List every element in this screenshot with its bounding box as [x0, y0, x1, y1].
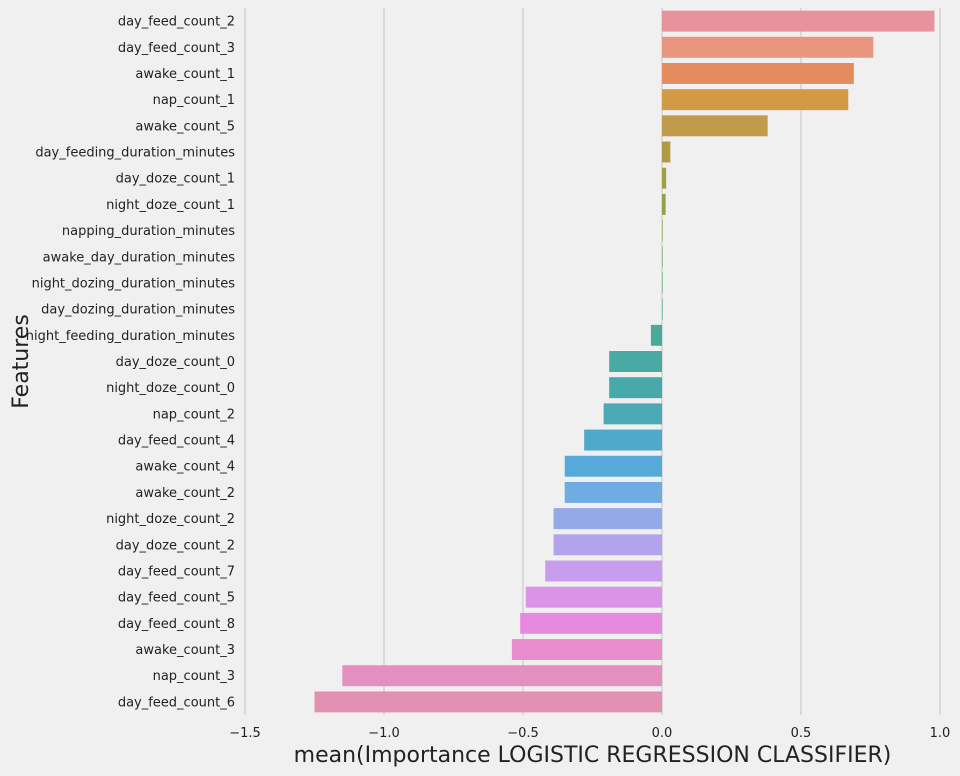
bar — [662, 246, 663, 268]
bar — [525, 586, 662, 608]
category-label: day_doze_count_1 — [116, 172, 235, 187]
bar — [609, 351, 662, 372]
bar — [553, 534, 662, 556]
category-label: night_doze_count_2 — [106, 512, 235, 527]
bar — [511, 639, 662, 661]
bar — [603, 403, 662, 425]
bars — [314, 10, 935, 713]
bar — [662, 298, 663, 320]
category-label: awake_count_5 — [135, 119, 235, 134]
category-label: nap_count_2 — [153, 407, 235, 422]
bar — [314, 691, 662, 713]
bar — [662, 89, 849, 111]
category-label: day_feed_count_2 — [118, 15, 235, 30]
category-label: day_feed_count_7 — [118, 564, 235, 579]
x-tick-label: 0.0 — [652, 726, 673, 741]
category-label: awake_count_1 — [135, 67, 235, 82]
bar — [342, 665, 662, 687]
category-label: awake_count_3 — [135, 643, 235, 658]
category-label: night_doze_count_1 — [106, 198, 235, 213]
category-label: nap_count_3 — [153, 669, 235, 684]
category-label: night_feeding_duration_minutes — [26, 329, 235, 344]
bar — [564, 481, 662, 503]
x-tick-labels: −1.5 −1.0 −0.5 0.0 0.5 1.0 — [229, 726, 950, 741]
bar — [662, 10, 935, 32]
bar — [662, 36, 874, 58]
category-label: night_dozing_duration_minutes — [32, 276, 236, 291]
bar — [564, 455, 662, 477]
bar — [520, 612, 662, 634]
category-label: day_feeding_duration_minutes — [35, 146, 235, 161]
bar — [662, 141, 671, 163]
bar — [609, 377, 662, 399]
category-label: day_feed_count_4 — [118, 434, 235, 449]
category-label: day_feed_count_5 — [118, 591, 235, 606]
category-label: night_doze_count_0 — [106, 381, 235, 396]
bar — [662, 272, 663, 294]
bar — [662, 167, 667, 189]
category-label: awake_day_duration_minutes — [43, 250, 236, 265]
bar — [584, 429, 662, 451]
y-axis-title: Features — [9, 314, 34, 409]
category-label: day_feed_count_3 — [118, 41, 235, 56]
category-label: napping_duration_minutes — [62, 224, 235, 239]
bar — [650, 324, 662, 346]
category-label: day_doze_count_0 — [116, 355, 235, 370]
category-label: day_doze_count_2 — [116, 538, 235, 553]
x-tick-label: 0.5 — [791, 726, 812, 741]
bar — [662, 115, 768, 137]
bar — [545, 560, 662, 582]
x-tick-label: 1.0 — [930, 726, 951, 741]
category-label: day_feed_count_6 — [118, 695, 235, 710]
category-label: awake_count_4 — [135, 460, 235, 475]
category-labels: day_feed_count_2 day_feed_count_3 awake_co… — [26, 15, 235, 711]
bar — [553, 508, 662, 530]
category-label: nap_count_1 — [153, 93, 235, 108]
bar — [662, 193, 666, 215]
x-axis-title: mean(Importance LOGISTIC REGRESSION CLAS… — [294, 743, 892, 768]
bar — [662, 220, 663, 242]
x-tick-label: −1.0 — [368, 726, 400, 741]
grid-lines — [244, 8, 941, 715]
category-label: awake_count_2 — [135, 486, 235, 501]
x-tick-label: −0.5 — [507, 726, 539, 741]
category-label: day_feed_count_8 — [118, 617, 235, 632]
x-tick-label: −1.5 — [229, 726, 261, 741]
category-label: day_dozing_duration_minutes — [41, 303, 235, 318]
bar — [662, 62, 854, 84]
